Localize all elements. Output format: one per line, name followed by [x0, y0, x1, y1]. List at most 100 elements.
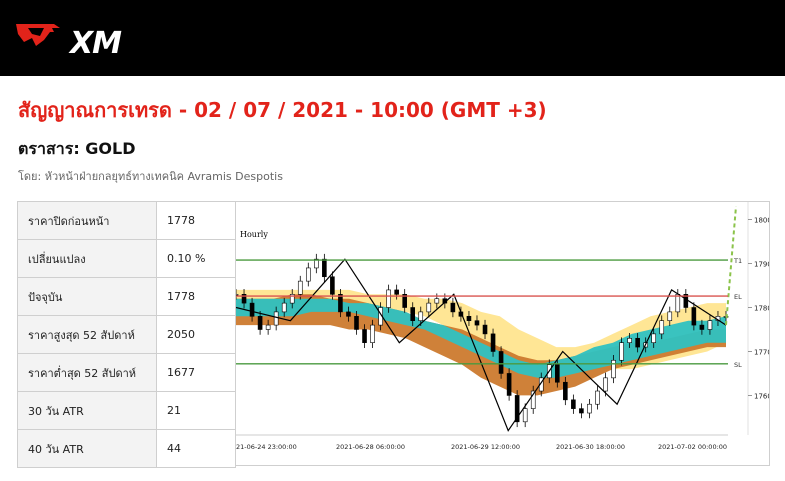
candle-body: [249, 302, 255, 317]
candle-body: [297, 280, 303, 295]
candle-body: [635, 337, 640, 348]
candle-body: [289, 294, 295, 304]
candle-body: [611, 359, 616, 379]
xm-logo[interactable]: XM: [14, 18, 134, 61]
x-tick-label: 2021-06-28 06:00:00: [336, 443, 405, 451]
stat-label: ราคาสูงสุด 52 สัปดาห์: [17, 315, 157, 354]
y-tick-label: 1790: [754, 261, 769, 269]
x-tick-label: 2021-06-30 18:00:00: [556, 443, 625, 451]
candle-body: [410, 307, 416, 321]
stat-label: 30 วัน ATR: [17, 391, 157, 430]
candle-body: [402, 294, 407, 308]
stat-value: 0.10 %: [156, 239, 236, 278]
x-tick-label: 2021-06-29 12:00:00: [451, 443, 520, 451]
candle-body: [354, 316, 359, 330]
level-label-el: EL: [734, 293, 742, 301]
candle-body: [257, 316, 263, 330]
candle-body: [563, 381, 568, 401]
stat-label: ปัจจุบัน: [17, 277, 157, 316]
candle-body: [595, 390, 600, 405]
table-row: ราคาสูงสุด 52 สัปดาห์ 2050: [17, 315, 236, 354]
stat-label: 40 วัน ATR: [17, 429, 157, 468]
table-row: 40 วัน ATR 44: [17, 429, 236, 468]
stat-value: 1677: [156, 353, 236, 392]
projection-arrow: [725, 206, 737, 326]
band-teal: [236, 298, 726, 378]
candle-body: [603, 377, 608, 392]
x-tick-label: 21-06-24 23:00:00: [236, 443, 297, 451]
candle-body: [281, 302, 287, 313]
table-row: ปัจจุบัน 1778: [17, 277, 236, 316]
stat-value: 44: [156, 429, 236, 468]
candle-body: [587, 403, 592, 414]
candle-body: [675, 294, 681, 313]
stat-value: 21: [156, 391, 236, 430]
table-row: 30 วัน ATR 21: [17, 391, 236, 430]
instrument-heading: ตราสาร: GOLD: [18, 139, 136, 158]
candle-body: [522, 408, 528, 423]
candle-body: [619, 342, 624, 361]
stat-value: 2050: [156, 315, 236, 354]
candle-body: [498, 351, 504, 374]
stat-label: ราคาปิดก่อนหน้า: [17, 201, 157, 240]
candle-body: [346, 311, 351, 317]
candle-body: [236, 294, 239, 296]
candle-body: [627, 337, 632, 343]
x-tick-label: 2021-07-02 00:00:00: [658, 443, 727, 451]
candle-body: [418, 311, 424, 321]
candle-body: [482, 324, 488, 335]
candle-body: [474, 320, 480, 326]
candle-body: [273, 311, 279, 326]
candle-body: [386, 289, 391, 308]
stat-label: เปลี่ยนแปลง: [17, 239, 157, 278]
table-row: เปลี่ยนแปลง 0.10 %: [17, 239, 236, 278]
y-tick-label: 1760: [754, 392, 769, 400]
candle-body: [699, 324, 705, 330]
price-chart: Hourly T1 EL SL 1760 1770 1780 1790 1800 21-06-2…: [236, 202, 769, 451]
candle-body: [450, 302, 456, 313]
chart-title: Hourly: [240, 230, 268, 239]
candle-body: [667, 311, 673, 321]
level-label-t1: T1: [733, 257, 742, 265]
candle-body: [305, 267, 311, 282]
candle-body: [330, 276, 335, 295]
candle-body: [579, 408, 584, 414]
candle-body: [555, 364, 560, 383]
candle-body: [322, 258, 327, 278]
xm-logo-icon: [16, 24, 60, 46]
candle-body: [466, 316, 472, 321]
candle-body: [314, 258, 319, 269]
candle-body: [707, 320, 713, 330]
candle-body: [265, 324, 271, 330]
level-label-sl: SL: [734, 361, 742, 369]
table-row: ราคาปิดก่อนหน้า 1778: [17, 201, 236, 240]
page-title: สัญญาณการเทรด - 02 / 07 / 2021 - 10:00 (…: [18, 98, 547, 122]
candle-body: [538, 377, 544, 392]
candle-body: [338, 294, 343, 313]
site-header: XM: [0, 0, 785, 76]
table-row: ราคาต่ำสุด 52 สัปดาห์ 1677: [17, 353, 236, 392]
y-tick-label: 1780: [754, 305, 769, 313]
candle-body: [362, 329, 367, 343]
y-tick-label: 1770: [754, 348, 769, 356]
candle-body: [530, 390, 536, 409]
stats-table: ราคาปิดก่อนหน้า 1778 เปลี่ยนแปลง 0.10 % …: [17, 201, 236, 468]
candle-body: [434, 298, 440, 304]
candle-body: [571, 399, 576, 409]
y-tick-label: 1800: [754, 217, 769, 225]
candle-body: [691, 307, 697, 326]
candle-body: [426, 302, 432, 313]
candle-body: [506, 373, 512, 396]
stat-value: 1778: [156, 277, 236, 316]
candle-body: [370, 324, 375, 343]
stat-value: 1778: [156, 201, 236, 240]
stat-label: ราคาต่ำสุด 52 สัปดาห์: [17, 353, 157, 392]
brand-name: XM: [70, 26, 122, 61]
candle-body: [241, 294, 247, 304]
zigzag-line: [236, 258, 727, 432]
author-line: โดย: หัวหน้าฝ่ายกลยุทธ์ทางเทคนิค Avramis…: [18, 170, 283, 183]
candle-body: [394, 289, 399, 295]
candle-body: [490, 333, 496, 352]
candle-body: [659, 320, 665, 335]
candle-body: [651, 333, 657, 343]
